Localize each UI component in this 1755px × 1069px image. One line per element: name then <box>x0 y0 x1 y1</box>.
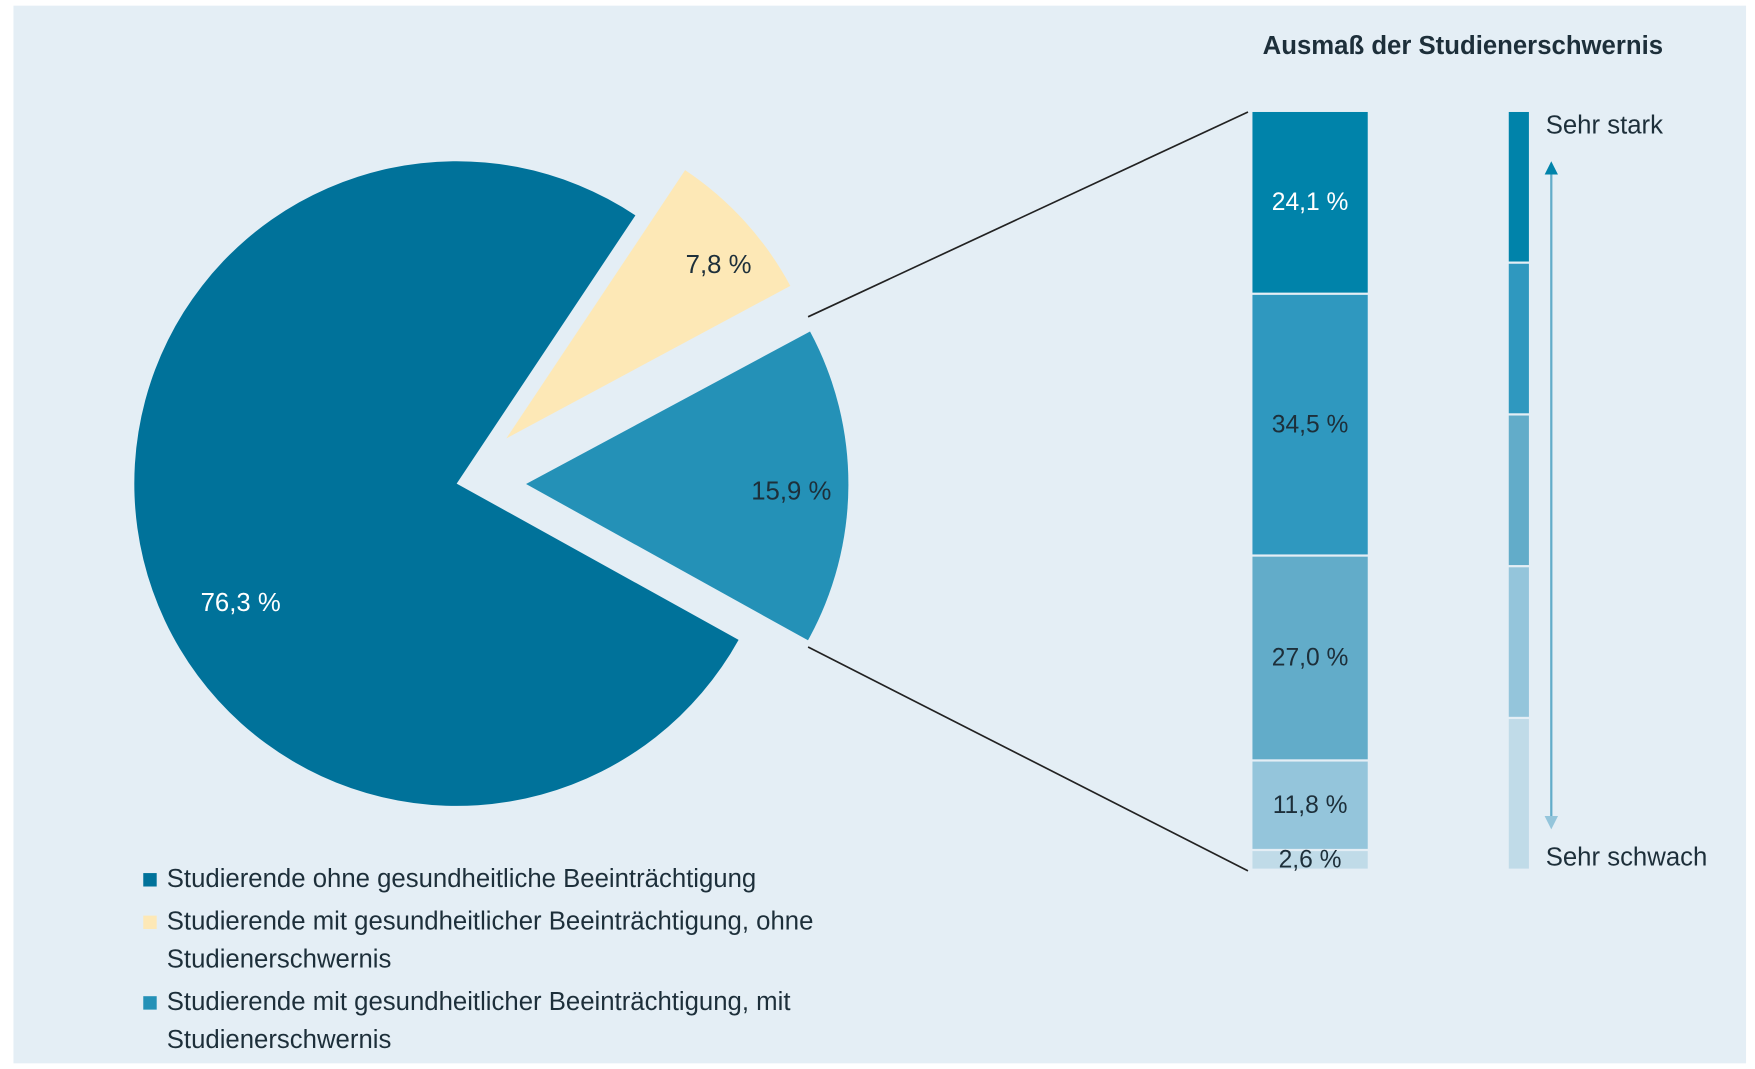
value-label: 7,8 % <box>686 251 752 279</box>
legend-line: Studienerschwernis <box>167 1026 392 1054</box>
legend-label: Studierende mit gesundheitlicher Beeintr… <box>167 907 821 973</box>
value-label: 2,6 % <box>1279 846 1342 873</box>
scale-step <box>1508 415 1529 566</box>
value-label: 11,8 % <box>1273 792 1348 819</box>
annotation: Sehr schwach <box>1546 843 1708 871</box>
value-label: 24,1 % <box>1272 189 1349 216</box>
scale-step <box>1508 111 1529 262</box>
value-label: 27,0 % <box>1272 645 1349 672</box>
value-label: 34,5 % <box>1272 411 1349 438</box>
pie-slice <box>526 331 849 641</box>
legend-swatch <box>143 915 157 930</box>
legend-swatch <box>143 996 157 1010</box>
legend-swatch <box>143 873 157 887</box>
bar-segment <box>1252 294 1368 555</box>
bar-segment <box>1252 111 1368 293</box>
annotation: Sehr stark <box>1546 111 1663 139</box>
bar-segment <box>1252 851 1368 869</box>
bar-segment <box>1252 761 1368 849</box>
legend-line: Studienerschwernis <box>167 945 392 973</box>
chart-title: Ausmaß der Studienerschwernis <box>1263 32 1663 60</box>
legend-line: Studierende mit gesundheitlicher Beeintr… <box>167 907 821 935</box>
scale-step <box>1508 719 1529 869</box>
scale-step <box>1508 263 1529 414</box>
value-label: 76,3 % <box>201 589 281 617</box>
pie-slice <box>506 170 791 439</box>
value-label: 15,9 % <box>751 477 831 505</box>
legend-label: Studierende mit gesundheitlicher Beeintr… <box>167 988 798 1054</box>
scale-step <box>1508 567 1529 717</box>
bar-segment <box>1252 556 1368 760</box>
connector <box>807 646 1249 872</box>
scale <box>1508 111 1559 869</box>
connector <box>807 111 1249 318</box>
legend-line: Studierende mit gesundheitlicher Beeintr… <box>167 988 798 1016</box>
legend-line: Studierende ohne gesundheitliche Beeintr… <box>167 865 756 893</box>
legend-label: Studierende ohne gesundheitliche Beeintr… <box>167 865 756 893</box>
pie-slice <box>134 161 739 806</box>
